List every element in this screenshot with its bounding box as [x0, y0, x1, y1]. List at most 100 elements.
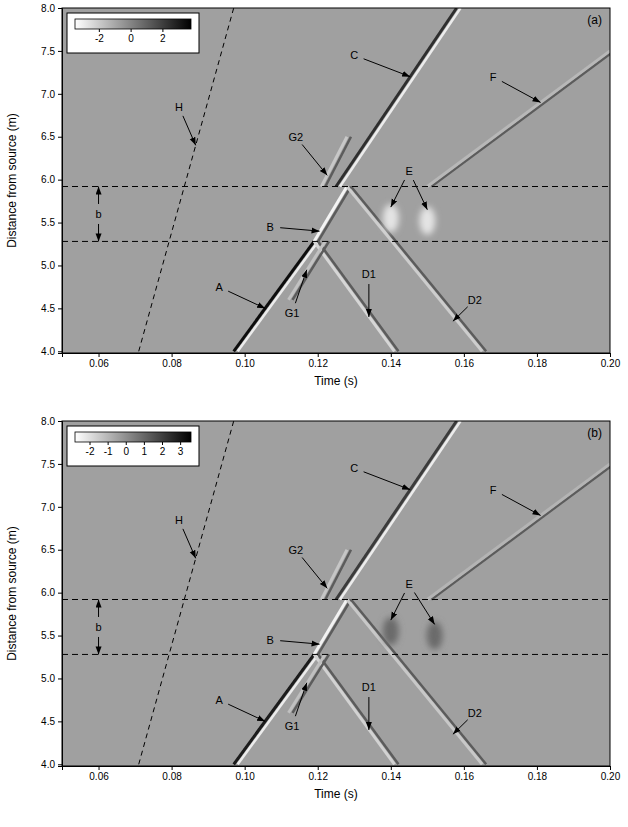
x-tick: 0.16 — [455, 766, 475, 782]
x-tick-label: 0.20 — [601, 358, 621, 369]
colorbar-tick-label: 3 — [178, 446, 184, 457]
annotation-arrow — [98, 224, 99, 241]
y-tick-label: 4.5 — [41, 303, 55, 314]
annotation-arrow — [302, 557, 327, 588]
y-tick: 6.0 — [41, 174, 62, 185]
x-tick-label: 0.12 — [308, 771, 328, 782]
x-tick-mark — [99, 766, 100, 770]
x-axis: 0.060.080.100.120.140.160.180.20 — [63, 353, 621, 369]
y-tick: 8.0 — [41, 3, 62, 14]
wavefront — [336, 8, 457, 187]
x-tick-label: 0.08 — [162, 358, 182, 369]
y-axis: 4.04.55.05.56.06.57.07.58.0 — [41, 416, 62, 770]
colorbar-tick: 0 — [128, 29, 134, 44]
y-tick-mark — [58, 721, 62, 722]
colorbar-tick: 1 — [142, 442, 148, 457]
wavefront-trail — [293, 241, 330, 299]
annotation-arrow — [453, 307, 468, 321]
wavefront-trail — [293, 654, 330, 712]
amplitude-spot — [383, 617, 399, 645]
x-tick-mark — [172, 766, 173, 770]
annotation-label: B — [267, 221, 274, 233]
x-tick-mark — [318, 353, 319, 357]
wavefront-trail — [238, 241, 318, 351]
y-tick-label: 6.0 — [41, 174, 55, 185]
y-tick-mark — [58, 507, 62, 508]
x-tick-mark — [172, 353, 173, 357]
amplitude-spot — [383, 204, 399, 232]
colorbar-axis-line — [76, 443, 192, 446]
annotation-label: E — [405, 165, 412, 177]
x-tick: 0.18 — [528, 353, 548, 369]
y-tick-mark — [58, 94, 62, 95]
annotation-arrow — [391, 180, 405, 207]
wavefront — [347, 187, 482, 352]
y-tick: 4.0 — [41, 759, 62, 770]
y-tick-mark — [58, 593, 62, 594]
annotation-label: A — [215, 281, 223, 293]
panel-label: (a) — [587, 13, 602, 27]
x-tick-mark — [391, 766, 392, 770]
y-tick-label: 6.5 — [41, 131, 55, 142]
amplitude-spot — [419, 207, 435, 235]
annotation-arrow — [228, 291, 265, 308]
reference-line — [139, 8, 234, 351]
y-axis-title: Distance from source (m) — [5, 526, 19, 661]
colorbar-tick-mark — [90, 442, 91, 445]
annotation-arrow — [183, 529, 196, 558]
annotation-label: D2 — [468, 707, 482, 719]
wavefront-trail — [340, 8, 461, 187]
x-tick: 0.08 — [162, 353, 182, 369]
annotation-label: D1 — [362, 268, 376, 280]
x-tick-mark — [610, 766, 611, 770]
y-tick-mark — [58, 678, 62, 679]
colorbar-tick-label: -1 — [104, 446, 113, 457]
y-tick-label: 7.5 — [41, 459, 55, 470]
y-tick-label: 5.5 — [41, 630, 55, 641]
annotation-arrow — [368, 284, 369, 317]
colorbar-box — [67, 13, 199, 53]
y-tick-label: 5.0 — [41, 260, 55, 271]
y-tick: 6.5 — [41, 131, 62, 142]
colorbar-tick-mark — [180, 442, 181, 445]
wavefront — [234, 241, 314, 351]
wavefront-trail — [318, 187, 351, 242]
x-tick: 0.06 — [89, 766, 109, 782]
colorbar: -2-10123 — [67, 426, 199, 466]
wavefront — [427, 51, 610, 187]
colorbar-tick: -2 — [95, 29, 104, 44]
x-tick-mark — [610, 353, 611, 357]
annotations: HABCG2G1D1D2EFb — [95, 462, 540, 734]
y-tick-label: 6.5 — [41, 544, 55, 555]
x-tick-mark — [245, 766, 246, 770]
x-axis-line — [63, 354, 611, 358]
annotation-arrow — [364, 472, 411, 490]
wavefront — [314, 241, 394, 351]
y-tick-label: 7.0 — [41, 502, 55, 513]
colorbar: -202 — [67, 13, 199, 53]
wavefront-trail — [325, 137, 351, 187]
x-tick-label: 0.14 — [382, 771, 402, 782]
y-tick-mark — [58, 51, 62, 52]
y-tick-label: 7.5 — [41, 46, 55, 57]
annotation-label: G2 — [288, 131, 303, 143]
y-tick: 5.0 — [41, 260, 62, 271]
y-axis: 4.04.55.05.56.06.57.07.58.0 — [41, 3, 62, 357]
colorbar-tick-label: 2 — [160, 446, 166, 457]
annotation-label: G2 — [288, 544, 303, 556]
panel-label-patch — [584, 424, 605, 442]
annotation-arrow — [391, 593, 405, 620]
x-axis-title: Time (s) — [314, 787, 358, 801]
annotation-arrow — [413, 180, 427, 210]
figure: 0.06 0.08 0.10 0.12 0.14 0.16 0.18 0.20 4.0 4.5 5.… — [0, 0, 628, 827]
x-tick-label: 0.18 — [528, 358, 548, 369]
y-tick-label: 8.0 — [41, 3, 55, 14]
annotation-label: A — [215, 694, 223, 706]
colorbar-tick: 3 — [178, 442, 184, 457]
annotation-arrow — [502, 494, 541, 515]
y-tick-label: 5.5 — [41, 217, 55, 228]
annotations: HABCG2G1D1D2EFb — [95, 49, 540, 321]
x-tick: 0.10 — [235, 353, 255, 369]
x-tick: 0.20 — [601, 353, 621, 369]
x-tick: 0.08 — [162, 766, 182, 782]
